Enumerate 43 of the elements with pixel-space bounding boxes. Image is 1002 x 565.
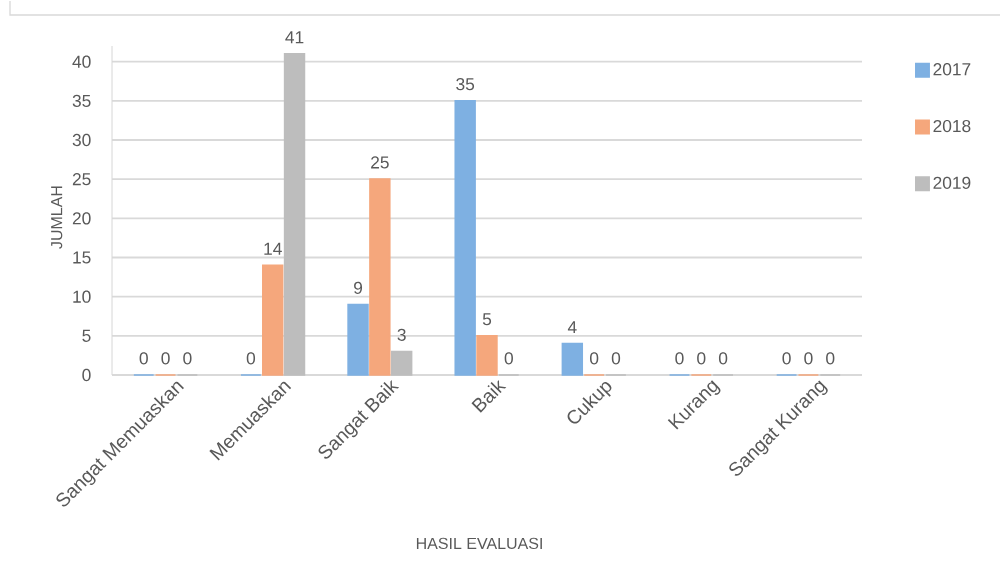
data-label: 0 bbox=[504, 352, 513, 365]
data-label: 0 bbox=[697, 352, 706, 365]
data-label: 0 bbox=[246, 352, 256, 365]
data-label: 9 bbox=[354, 281, 363, 294]
bar bbox=[476, 335, 498, 376]
data-label: 25 bbox=[371, 156, 389, 169]
data-label: 0 bbox=[804, 352, 813, 365]
data-label: 41 bbox=[285, 31, 304, 44]
data-label: 0 bbox=[139, 352, 148, 365]
legend-label: 2017 bbox=[933, 63, 971, 76]
data-label: 0 bbox=[611, 352, 621, 365]
y-tick-label: 0 bbox=[82, 368, 91, 382]
data-label: 4 bbox=[567, 321, 577, 334]
bar bbox=[262, 264, 284, 376]
bar bbox=[283, 53, 306, 376]
bar bbox=[390, 350, 413, 376]
data-label: 35 bbox=[456, 77, 475, 91]
data-label: 5 bbox=[482, 313, 492, 326]
y-tick-label: 15 bbox=[73, 251, 91, 264]
bar bbox=[369, 178, 391, 376]
data-label: 0 bbox=[589, 352, 599, 365]
y-axis-title: JUMLAH bbox=[51, 186, 63, 249]
data-label: 0 bbox=[675, 352, 684, 365]
y-tick-label: 25 bbox=[72, 173, 91, 186]
x-axis-title: HASIL EVALUASI bbox=[416, 537, 542, 550]
y-tick-label: 5 bbox=[82, 329, 91, 342]
y-tick-label: 30 bbox=[72, 133, 91, 147]
data-label: 0 bbox=[782, 352, 791, 365]
legend-label: 2019 bbox=[933, 176, 971, 189]
y-tick-label: 10 bbox=[73, 290, 91, 303]
data-label: 0 bbox=[183, 352, 192, 365]
legend-label: 2018 bbox=[933, 119, 971, 133]
bar bbox=[561, 342, 584, 376]
bar bbox=[454, 100, 476, 376]
bar bbox=[347, 303, 369, 376]
data-label: 0 bbox=[718, 352, 728, 365]
y-tick-label: 40 bbox=[72, 55, 91, 68]
data-label: 0 bbox=[826, 352, 835, 365]
data-label: 0 bbox=[161, 352, 170, 365]
y-tick-label: 20 bbox=[72, 212, 91, 225]
data-label: 14 bbox=[264, 242, 282, 255]
y-tick-label: 35 bbox=[72, 94, 91, 107]
data-label: 3 bbox=[397, 328, 406, 341]
